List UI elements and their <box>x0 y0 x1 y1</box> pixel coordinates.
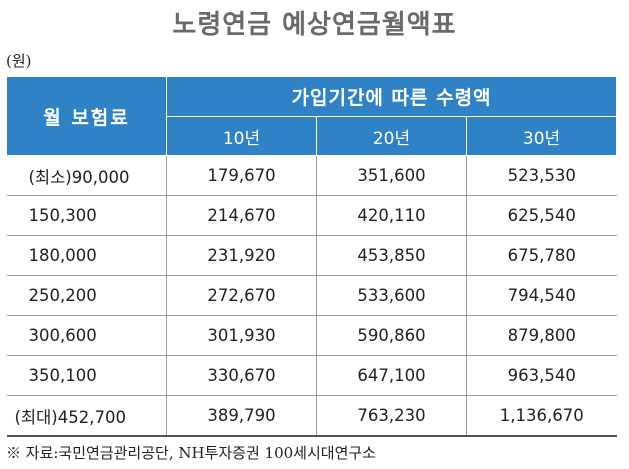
amount-cell: 231,920 <box>166 235 317 276</box>
premium-cell: 350,100 <box>6 355 167 396</box>
amount-cell: 590,860 <box>316 315 467 356</box>
premium-cell: (최소)90,000 <box>6 155 167 196</box>
period-header-10: 10년 <box>166 116 317 156</box>
pension-table: 월 보험료 가입기간에 따른 수령액 10년 20년 30년 (최소)90,00… <box>6 76 618 437</box>
table-row: 150,300 214,670 420,110 625,540 <box>6 195 617 236</box>
table-row: 350,100 330,670 647,100 963,540 <box>6 355 617 396</box>
premium-cell: 180,000 <box>6 235 167 276</box>
amount-cell: 330,670 <box>166 355 317 396</box>
period-group-header: 가입기간에 따른 수령액 <box>165 76 618 117</box>
amount-cell: 272,670 <box>166 275 317 316</box>
table-row: (최소)90,000 179,670 351,600 523,530 <box>6 155 617 196</box>
table-row: 300,600 301,930 590,860 879,800 <box>6 315 617 356</box>
amount-cell: 647,100 <box>316 355 467 396</box>
period-header-20: 20년 <box>316 116 467 156</box>
amount-cell: 675,780 <box>466 235 617 276</box>
page-title: 노령연금 예상연금월액표 <box>172 10 457 40</box>
monthly-premium-header: 월 보험료 <box>6 76 167 156</box>
amount-cell: 420,110 <box>316 195 467 236</box>
amount-cell: 389,790 <box>166 395 317 437</box>
period-header-30: 30년 <box>465 116 618 156</box>
amount-cell: 523,530 <box>466 155 617 196</box>
amount-cell: 794,540 <box>466 275 617 316</box>
amount-cell: 214,670 <box>166 195 317 236</box>
amount-cell: 763,230 <box>316 395 467 437</box>
amount-cell: 179,670 <box>166 155 317 196</box>
premium-cell: 250,200 <box>6 275 167 316</box>
source-note: ※ 자료:국민연금관리공단, NH투자증권 100세시대연구소 <box>6 444 376 462</box>
amount-cell: 1,136,670 <box>466 395 617 437</box>
amount-cell: 453,850 <box>316 235 467 276</box>
premium-cell: (최대)452,700 <box>6 395 167 437</box>
table-row: 250,200 272,670 533,600 794,540 <box>6 275 617 316</box>
amount-cell: 301,930 <box>166 315 317 356</box>
table-row: (최대)452,700 389,790 763,230 1,136,670 <box>6 395 617 437</box>
premium-cell: 150,300 <box>6 195 167 236</box>
unit-label: (원) <box>6 52 32 70</box>
amount-cell: 351,600 <box>316 155 467 196</box>
amount-cell: 533,600 <box>316 275 467 316</box>
table-row: 180,000 231,920 453,850 675,780 <box>6 235 617 276</box>
amount-cell: 879,800 <box>466 315 617 356</box>
amount-cell: 625,540 <box>466 195 617 236</box>
premium-cell: 300,600 <box>6 315 167 356</box>
amount-cell: 963,540 <box>466 355 617 396</box>
